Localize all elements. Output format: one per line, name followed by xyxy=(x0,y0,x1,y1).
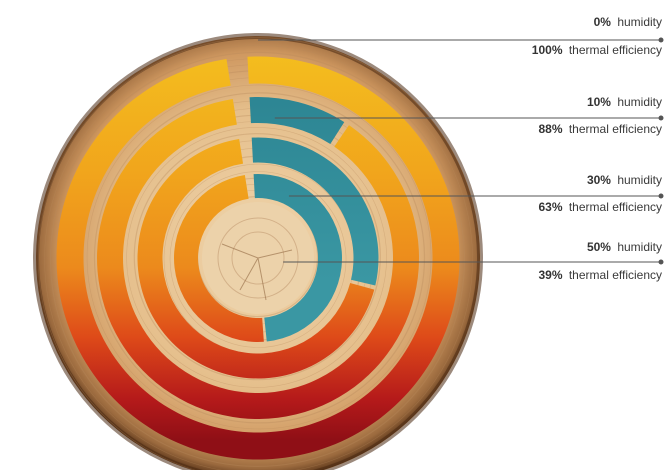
grain-ring xyxy=(133,133,381,381)
grain-ring xyxy=(93,92,426,424)
leader-dot-2 xyxy=(658,193,664,199)
humidity-label-3: humidity xyxy=(617,240,662,254)
humidity-value-0: 0% xyxy=(594,15,612,29)
efficiency-label-3: thermal efficiency xyxy=(569,268,662,282)
grain-ring xyxy=(126,127,387,388)
wood-center xyxy=(202,202,314,314)
humidity-value-2: 30% xyxy=(587,173,611,187)
humidity-band-3 xyxy=(253,173,342,342)
humidity-label-0: humidity xyxy=(617,15,662,29)
humidity-band-2 xyxy=(251,137,379,286)
ring-bands xyxy=(56,56,460,460)
humidity-band-1 xyxy=(249,97,345,145)
svg-text:50% humidity: 50% humidity xyxy=(587,240,662,254)
label-group-3: 50% humidity 39% thermal efficiency xyxy=(538,240,662,282)
efficiency-label-0: thermal efficiency xyxy=(569,43,662,57)
svg-text:88% thermal efficiency: 88% thermal efficiency xyxy=(538,122,662,136)
grain-ring xyxy=(86,84,432,430)
label-group-1: 10% humidity 88% thermal efficiency xyxy=(538,95,662,136)
efficiency-value-3: 39% xyxy=(538,268,562,282)
leader-lines xyxy=(258,37,664,265)
leader-dot-0 xyxy=(658,37,664,43)
grain-ring xyxy=(38,37,481,470)
svg-text:100% thermal efficiency: 100% thermal efficiency xyxy=(532,43,662,57)
svg-text:39% thermal efficiency: 39% thermal efficiency xyxy=(538,268,662,282)
humidity-value-3: 50% xyxy=(587,240,611,254)
svg-text:30% humidity: 30% humidity xyxy=(587,173,662,187)
svg-text:10% humidity: 10% humidity xyxy=(587,95,662,109)
grain-ring xyxy=(49,51,466,468)
grain-ring xyxy=(169,171,347,348)
efficiency-value-2: 63% xyxy=(538,200,562,214)
svg-text:0% humidity: 0% humidity xyxy=(594,15,662,29)
efficiency-value-0: 100% xyxy=(532,43,563,57)
bark-edge xyxy=(33,33,483,470)
efficiency-value-1: 88% xyxy=(538,122,562,136)
label-group-0: 0% humidity 100% thermal efficiency xyxy=(532,15,662,57)
grain-ring xyxy=(44,45,473,470)
efficiency-label-1: thermal efficiency xyxy=(569,122,662,136)
leader-dot-3 xyxy=(658,259,664,265)
efficiency-band-3 xyxy=(174,175,264,342)
efficiency-label-2: thermal efficiency xyxy=(569,200,662,214)
label-group-2: 30% humidity 63% thermal efficiency xyxy=(538,173,662,214)
humidity-label-1: humidity xyxy=(617,95,662,109)
humidity-value-1: 10% xyxy=(587,95,611,109)
svg-text:63% thermal efficiency: 63% thermal efficiency xyxy=(538,200,662,214)
leader-dot-1 xyxy=(658,115,664,121)
humidity-label-2: humidity xyxy=(617,173,662,187)
